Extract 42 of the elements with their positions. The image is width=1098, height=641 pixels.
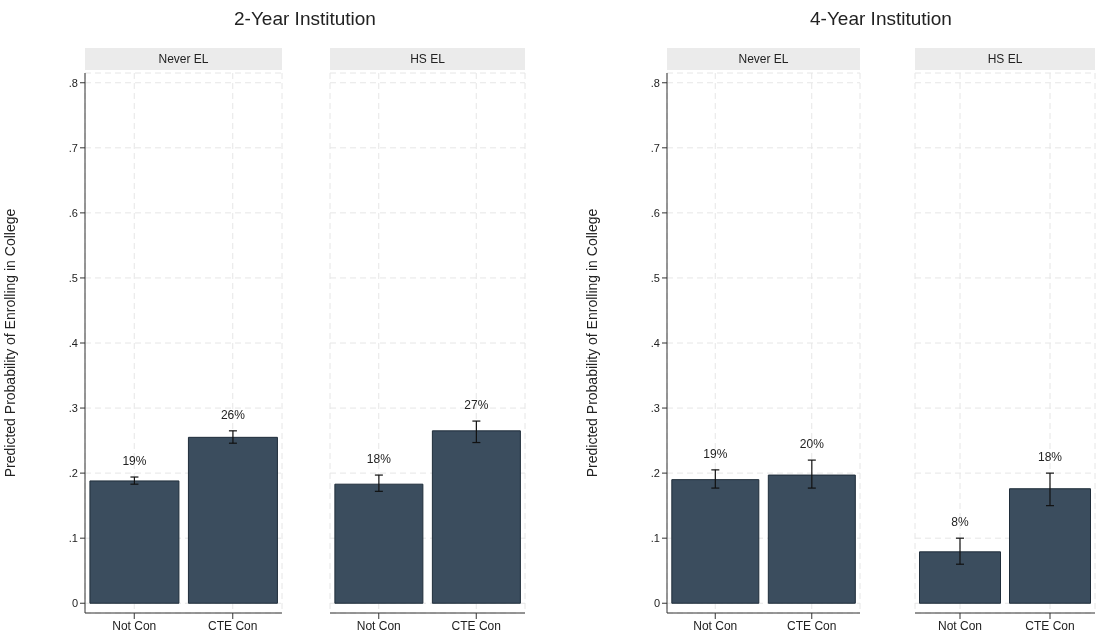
y-tick-label: .6 (68, 206, 78, 219)
y-tick-label: .7 (650, 141, 660, 154)
y-tick-label: .8 (68, 76, 78, 89)
data-label: 19% (703, 446, 728, 461)
y-tick-label: .2 (650, 467, 660, 480)
x-tick-label: Not Con (693, 618, 738, 633)
y-tick-label: .5 (650, 271, 660, 284)
x-tick-label: CTE Con (1025, 618, 1075, 633)
y-axis-title: Predicted Probability of Enrolling in College (583, 208, 600, 478)
chart-title: 4-Year Institution (809, 8, 953, 30)
y-tick-label: .3 (650, 401, 660, 414)
data-label: 26% (220, 407, 246, 422)
y-tick-label: .6 (650, 206, 660, 219)
data-label: 8% (951, 515, 969, 530)
chart-subtitle: HS EL (915, 48, 1095, 70)
x-tick-label: CTE Con (208, 618, 258, 633)
y-tick-label: 0 (653, 597, 660, 610)
y-tick-label: .8 (650, 76, 660, 89)
data-label: 18% (1037, 450, 1063, 465)
y-axis-title: Predicted Probability of Enrolling in College (1, 208, 18, 478)
y-tick-label: .5 (68, 271, 78, 284)
x-tick-label: CTE Con (787, 618, 837, 633)
chart-subtitle: HS EL (330, 48, 525, 70)
x-tick-label: Not Con (356, 618, 401, 633)
data-label: 19% (122, 454, 147, 469)
data-label: 27% (464, 398, 489, 413)
data-label: 20% (799, 437, 825, 452)
x-tick-label: CTE Con (451, 618, 501, 633)
y-tick-label: .3 (68, 401, 78, 414)
chart-subtitle: Never EL (85, 48, 282, 70)
y-tick-label: .2 (68, 467, 78, 480)
data-label: 18% (366, 452, 392, 467)
chart-title: 2-Year Institution (233, 8, 377, 30)
y-tick-label: .4 (650, 336, 660, 349)
chart-subtitle: Never EL (667, 48, 860, 70)
y-tick-label: .7 (68, 141, 78, 154)
y-tick-label: .4 (68, 336, 78, 349)
y-tick-label: 0 (71, 597, 78, 610)
y-tick-label: .1 (68, 532, 78, 545)
x-tick-label: Not Con (112, 618, 157, 633)
y-tick-label: .1 (650, 532, 660, 545)
x-tick-label: Not Con (937, 618, 983, 633)
